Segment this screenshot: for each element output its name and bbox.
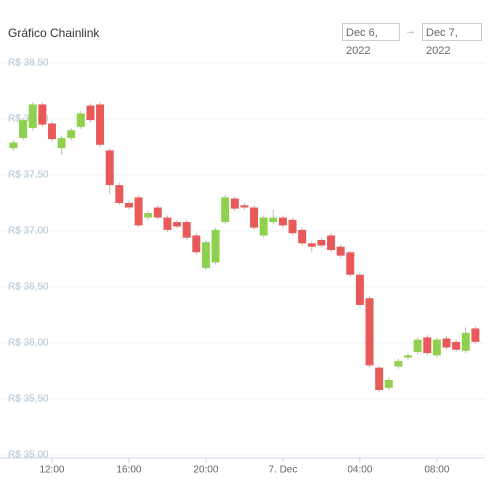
candle-body — [259, 217, 268, 236]
candle-body — [394, 360, 403, 367]
y-tick-label: R$ 35,00 — [8, 450, 49, 461]
candle-body — [336, 246, 345, 256]
candle-body — [115, 185, 124, 203]
y-tick-label: R$ 36,50 — [8, 282, 49, 293]
header: Gráfico Chainlink Dec 6, 2022 → Dec 7, 2… — [0, 0, 490, 57]
candle-body — [105, 150, 114, 186]
candle-body — [471, 328, 480, 342]
candle-body — [317, 239, 326, 246]
y-tick-label: R$ 38,50 — [8, 58, 49, 69]
candle-body — [192, 235, 201, 253]
candle-body — [96, 104, 105, 145]
candle-body — [250, 207, 259, 228]
candle-body — [452, 341, 461, 350]
y-tick-label: R$ 37,50 — [8, 170, 49, 181]
candle-body — [365, 298, 374, 366]
x-tick-label: 16:00 — [116, 465, 141, 476]
candle-body — [67, 130, 76, 139]
x-tick-label: 12:00 — [39, 465, 64, 476]
x-tick-label: 04:00 — [347, 465, 372, 476]
candle-body — [298, 229, 307, 244]
y-tick-label: R$ 37,00 — [8, 226, 49, 237]
date-to[interactable]: Dec 7, 2022 — [422, 23, 482, 57]
candle-body — [201, 242, 210, 268]
chart-title: Gráfico Chainlink — [8, 26, 100, 40]
candle-body — [307, 243, 316, 247]
candle-body — [9, 142, 18, 149]
candle-body — [269, 217, 278, 223]
candle-body — [134, 197, 143, 226]
y-tick-label: R$ 38,00 — [8, 114, 49, 125]
candle-body — [230, 198, 239, 209]
candle-body — [76, 113, 85, 127]
candle-body — [461, 332, 470, 351]
candle-body — [423, 337, 432, 354]
candle-body — [163, 217, 172, 230]
x-tick-label: 7. Dec — [268, 465, 297, 476]
candle-body — [28, 104, 37, 128]
candle-body — [57, 138, 66, 149]
candle-body — [124, 203, 133, 208]
candle-body — [384, 379, 393, 388]
x-tick-label: 08:00 — [424, 465, 449, 476]
candle-body — [38, 104, 47, 125]
y-tick-label: R$ 35,50 — [8, 394, 49, 405]
candle-body — [346, 252, 355, 275]
candle-body — [221, 197, 230, 223]
candle-body — [375, 367, 384, 391]
candle-body — [278, 217, 287, 226]
candle-body — [413, 339, 422, 352]
candle-body — [86, 105, 95, 121]
candle-body — [19, 120, 28, 139]
date-separator: → — [405, 25, 416, 37]
x-tick-label: 20:00 — [193, 465, 218, 476]
candle-body — [442, 338, 451, 348]
candle-body — [173, 222, 182, 227]
candle-body — [432, 339, 441, 356]
candle-body — [404, 355, 413, 358]
candle-body — [144, 213, 153, 218]
candle-body — [153, 207, 162, 218]
candle-body — [327, 235, 336, 251]
y-tick-label: R$ 36,00 — [8, 338, 49, 349]
date-from[interactable]: Dec 6, 2022 — [342, 23, 400, 57]
candle-body — [240, 205, 249, 208]
candle-body — [288, 219, 297, 234]
candle-body — [211, 229, 220, 263]
candle-body — [47, 123, 56, 140]
candle-body — [355, 274, 364, 305]
candle-body — [182, 222, 191, 238]
